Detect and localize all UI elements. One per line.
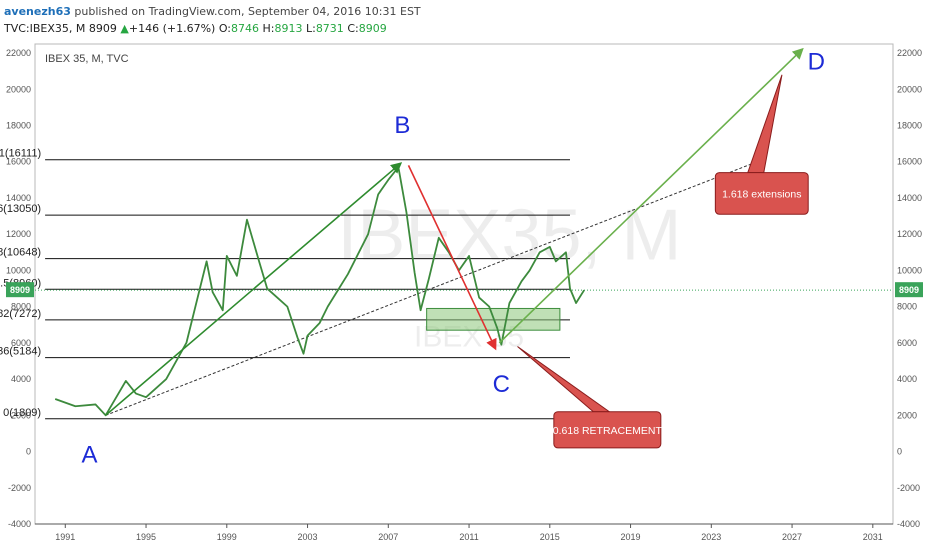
y-tick-label-left: 4000 <box>11 374 31 384</box>
wave-label-a: A <box>82 441 98 468</box>
y-tick-label-left: 20000 <box>6 84 31 94</box>
callout-text: 0.618 RETRACEMENT <box>553 425 663 437</box>
last-price-tag-right <box>895 282 923 298</box>
watermark-symbol: IBEX35, M <box>337 196 681 276</box>
x-tick-label: 1991 <box>55 532 75 542</box>
y-tick-label-right: 6000 <box>897 338 917 348</box>
wave-label-b: B <box>394 112 410 139</box>
open-value: 8746 <box>230 22 259 35</box>
y-tick-label-left: -4000 <box>8 519 31 529</box>
y-tick-label-left: 14000 <box>6 193 31 203</box>
price-series <box>54 166 585 417</box>
low-label: L: <box>305 22 316 35</box>
callout-text: 1.618 extensions <box>722 188 801 200</box>
fib-level-label: 0(1809) <box>3 407 41 419</box>
open-label: O: <box>218 22 231 35</box>
y-tick-label-right: 16000 <box>897 157 922 167</box>
y-tick-label-right: 18000 <box>897 121 922 131</box>
y-tick-label-left: 18000 <box>6 121 31 131</box>
y-tick-label-right: 12000 <box>897 229 922 239</box>
wave-arrow <box>407 165 497 351</box>
x-tick-label: 1999 <box>217 532 237 542</box>
y-tick-label-left: 0 <box>26 447 31 457</box>
x-tick-label: 2031 <box>863 532 883 542</box>
last-price-tag-right-text: 8909 <box>899 285 919 295</box>
y-tick-label-left: 22000 <box>6 48 31 58</box>
chart-title: IBEX 35, M, TVC <box>45 53 129 65</box>
high-label: H: <box>262 22 275 35</box>
y-tick-label-right: 22000 <box>897 48 922 58</box>
up-arrow-icon: ▲ <box>120 22 129 35</box>
y-tick-label-left: 12000 <box>6 229 31 239</box>
callout-box <box>714 172 809 215</box>
fib-level-label: 1(16111) <box>0 148 41 160</box>
y-tick-label-right: -4000 <box>897 519 920 529</box>
x-tick-label: 2007 <box>378 532 398 542</box>
fib-level-label: 0.786(13050) <box>0 203 41 215</box>
y-tick-label-left: 2000 <box>11 410 31 420</box>
x-tick-label: 2019 <box>621 532 641 542</box>
x-tick-label: 2023 <box>701 532 721 542</box>
close-value: 8909 <box>358 22 387 35</box>
y-tick-label-left: -2000 <box>8 483 31 493</box>
publish-line: avenezh63 published on TradingView.com, … <box>4 5 421 18</box>
x-tick-label: 2015 <box>540 532 560 542</box>
wave-arrow <box>498 47 804 344</box>
y-tick-label-left: 10000 <box>6 265 31 275</box>
wave-arrow <box>105 162 403 416</box>
fib-level-label: 0.236(5184) <box>0 346 41 358</box>
symbol-line: TVC:IBEX35, M 8909 ▲+146 (+1.67%) O:8746… <box>4 22 387 35</box>
symbol-label: TVC:IBEX35, M <box>4 22 86 35</box>
wave-label-c: C <box>493 371 510 398</box>
callout-box <box>553 411 662 449</box>
y-tick-label-left: 6000 <box>11 338 31 348</box>
low-value: 8731 <box>315 22 344 35</box>
wave-label-d: D <box>808 48 825 75</box>
y-tick-label-left: 16000 <box>6 157 31 167</box>
last-price-tag-left <box>6 282 34 298</box>
y-tick-label-right: 0 <box>897 447 902 457</box>
y-tick-label-right: 4000 <box>897 374 917 384</box>
price-change: +146 (+1.67%) <box>128 22 216 35</box>
high-value: 8913 <box>274 22 303 35</box>
last-price-tag-left-text: 8909 <box>10 285 30 295</box>
symbol-price: 8909 <box>88 22 117 35</box>
y-tick-label-right: 20000 <box>897 84 922 94</box>
fib-level-label: 0.382(7272) <box>0 308 41 320</box>
trend-line <box>105 159 762 416</box>
y-tick-label-right: 8000 <box>897 302 917 312</box>
x-tick-label: 2011 <box>459 532 478 542</box>
y-tick-label-right: 14000 <box>897 193 922 203</box>
publish-text: published on TradingView.com, September … <box>70 5 421 18</box>
y-tick-label-right: -2000 <box>897 483 920 493</box>
x-tick-label: 1995 <box>136 532 156 542</box>
author-link[interactable]: avenezh63 <box>4 5 71 18</box>
close-label: C: <box>347 22 359 35</box>
y-tick-label-right: 2000 <box>897 410 917 420</box>
y-tick-label-right: 10000 <box>897 265 922 275</box>
x-tick-label: 2027 <box>782 532 802 542</box>
fib-level-label: 0.618(10648) <box>0 247 41 259</box>
y-tick-label-left: 8000 <box>11 302 31 312</box>
x-tick-label: 2003 <box>298 532 318 542</box>
